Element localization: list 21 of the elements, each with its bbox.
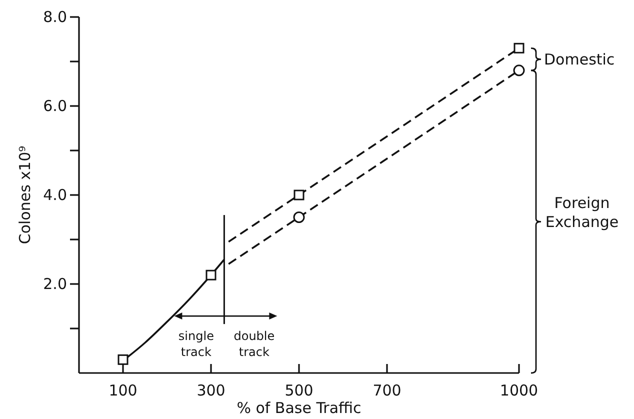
y-tick-label: 4.0 xyxy=(43,186,67,204)
point xyxy=(513,64,525,76)
point xyxy=(514,42,524,54)
text: Foreign Exchange xyxy=(545,194,619,232)
annotation: double track xyxy=(234,329,275,360)
y-tick-label: 2.0 xyxy=(43,274,67,293)
point xyxy=(293,212,305,223)
text: Domestic xyxy=(544,50,615,68)
point xyxy=(206,270,216,280)
x-tick-label: 1000 xyxy=(500,382,538,400)
point xyxy=(294,190,304,200)
y-tick-label: 6.0 xyxy=(43,96,67,115)
x-tick-label: 700 xyxy=(372,382,402,400)
x-tick-label: 100 xyxy=(108,382,138,400)
x-tick-label: 300 xyxy=(196,382,226,400)
point xyxy=(118,354,128,365)
y-tick-label: 8.0 xyxy=(43,8,67,26)
y-axis-title: Colones x10⁹ xyxy=(16,146,34,244)
x-axis-title: % of Base Traffic xyxy=(236,399,362,417)
x-tick-label: 500 xyxy=(284,382,314,400)
annotation: single track xyxy=(178,329,214,360)
